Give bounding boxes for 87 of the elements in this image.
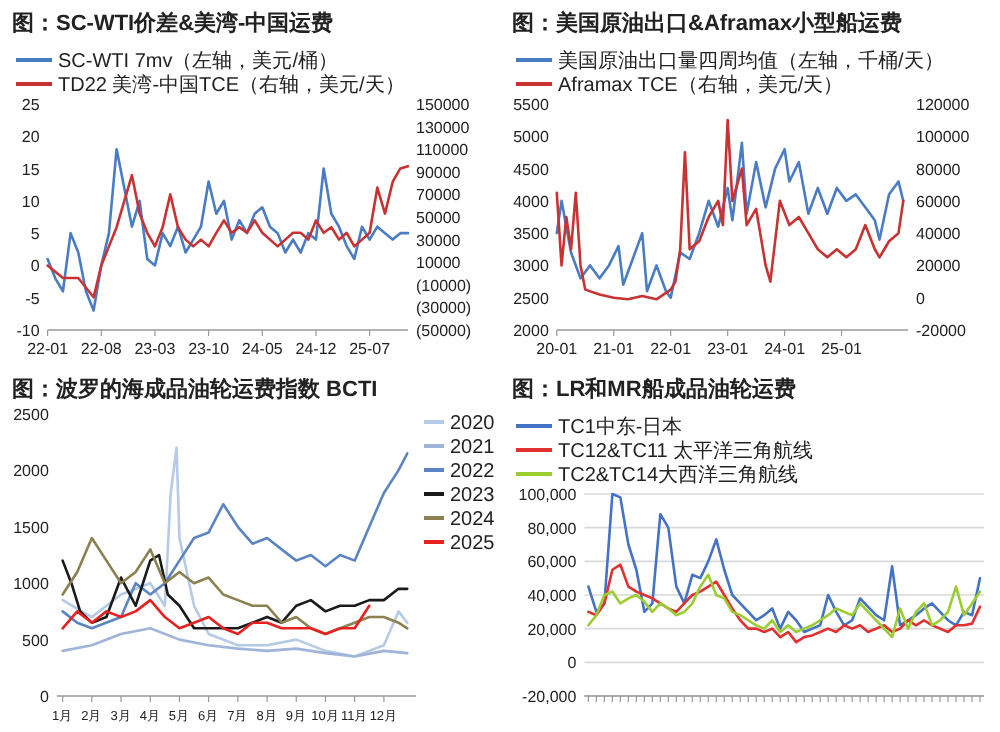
x-tick-label: 23-03 [134, 340, 177, 358]
y2-tick-label: 90000 [416, 163, 462, 182]
y2-tick-label: 150000 [416, 96, 471, 114]
x-tick-label: 23-01 [707, 340, 750, 358]
y-tick-label: 4500 [513, 160, 550, 179]
x-tick-label: 25-07 [349, 340, 392, 358]
x-tick-label: 24-01 [764, 340, 807, 358]
y-tick-label: 2000 [13, 462, 50, 481]
y-tick-label: 40,000 [527, 587, 578, 605]
legend-label: TC1中东-日本 [558, 415, 683, 439]
x-tick-label: 24-05 [241, 340, 284, 358]
y-tick-label: 20 [21, 128, 41, 147]
y-tick-label: 5500 [513, 96, 550, 114]
x-tick-label: 23-10 [188, 340, 231, 358]
y-tick-label: -5 [25, 289, 41, 308]
legend-label: Aframax TCE（右轴，美元/天） [558, 73, 844, 97]
y2-tick-label: (50000) [416, 322, 472, 340]
y2-tick-label: 20000 [916, 257, 962, 276]
y-tick-label: 2500 [13, 406, 50, 424]
y2-tick-label: 100000 [916, 128, 971, 147]
chart-title: 图：波罗的海成品油轮运费指数 BCTI [12, 376, 378, 402]
y-tick-label: 10 [21, 192, 41, 211]
x-tick-label: 25-01 [821, 340, 864, 358]
y-tick-label: 25 [21, 96, 41, 114]
y-tick-label: 4000 [513, 192, 550, 211]
x-tick-label: 20-01 [536, 340, 579, 358]
line-series [61, 452, 409, 630]
y2-tick-label: 70000 [416, 186, 462, 205]
legend-label: TD22 美湾-中国TCE（右轴，美元/天） [58, 73, 405, 97]
y2-tick-label: 130000 [416, 118, 471, 137]
legend-label: 2021 [450, 437, 496, 459]
y2-tick-label: 110000 [416, 141, 470, 160]
y-tick-label: 0 [39, 688, 50, 706]
y-tick-label: -20,000 [522, 688, 578, 706]
chart-title: 图：LR和MR船成品油轮运费 [512, 376, 796, 402]
y-tick-label: 500 [22, 631, 50, 650]
y2-tick-label: 60000 [916, 192, 962, 211]
y-tick-label: 100,000 [518, 486, 578, 504]
y-tick-label: -10 [16, 322, 41, 340]
line-series [61, 536, 409, 636]
y-tick-label: 2500 [513, 289, 550, 308]
y2-tick-label: -20000 [916, 322, 967, 340]
y2-tick-label: 80000 [916, 160, 962, 179]
y2-tick-label: 40000 [916, 225, 962, 244]
legend-label: 2025 [450, 533, 496, 555]
y-tick-label: 5000 [513, 128, 550, 147]
legend-label: 2022 [450, 461, 496, 483]
y-tick-label: 5 [30, 225, 41, 244]
legend-label: 2024 [450, 509, 496, 531]
legend-label: 美国原油出口量四周均值（左轴，千桶/天） [558, 49, 944, 73]
y-tick-label: 60,000 [527, 553, 578, 572]
x-tick-label: 22-01 [27, 340, 70, 358]
y2-tick-label: 50000 [416, 209, 462, 227]
y2-tick-label: 0 [916, 289, 926, 308]
legend-label: 2020 [450, 413, 496, 435]
line-series [46, 147, 410, 312]
y-tick-label: 0 [30, 257, 41, 276]
line-series [61, 446, 409, 658]
y2-tick-label: (10000) [416, 276, 472, 295]
y2-tick-label: (30000) [416, 299, 472, 318]
legend-label: TC12&TC11 太平洋三角航线 [558, 439, 814, 463]
line-series [61, 598, 371, 636]
x-tick-label: 21-01 [593, 340, 636, 358]
x-tick-label: 22-01 [650, 340, 693, 358]
y-tick-label: 1000 [13, 575, 50, 594]
y-tick-label: 20,000 [527, 620, 578, 639]
y-tick-label: 2000 [513, 322, 550, 340]
line-series [46, 164, 410, 299]
chart-title: 图：美国原油出口&Aframax小型船运费 [512, 10, 902, 36]
y2-tick-label: 30000 [416, 231, 462, 250]
legend-label: 2023 [450, 485, 496, 507]
y-tick-label: 0 [567, 654, 578, 673]
y-tick-label: 3500 [513, 225, 550, 244]
x-tick-label: 24-12 [295, 340, 338, 358]
y-tick-label: 1500 [13, 518, 50, 537]
y2-tick-label: 10000 [416, 254, 462, 273]
legend-label: SC-WTI 7mv（左轴，美元/桶） [58, 49, 338, 73]
y-tick-label: 80,000 [527, 519, 578, 538]
chart-title: 图：SC-WTI价差&美湾-中国运费 [12, 10, 334, 36]
line-series [587, 492, 982, 634]
line-series [61, 627, 409, 658]
line-series [61, 553, 409, 630]
legend-label: TC2&TC14大西洋三角航线 [558, 463, 799, 487]
y2-tick-label: 120000 [916, 96, 971, 114]
y-tick-label: 15 [21, 160, 41, 179]
y-tick-label: 3000 [513, 257, 550, 276]
x-tick-label: 22-08 [80, 340, 123, 358]
